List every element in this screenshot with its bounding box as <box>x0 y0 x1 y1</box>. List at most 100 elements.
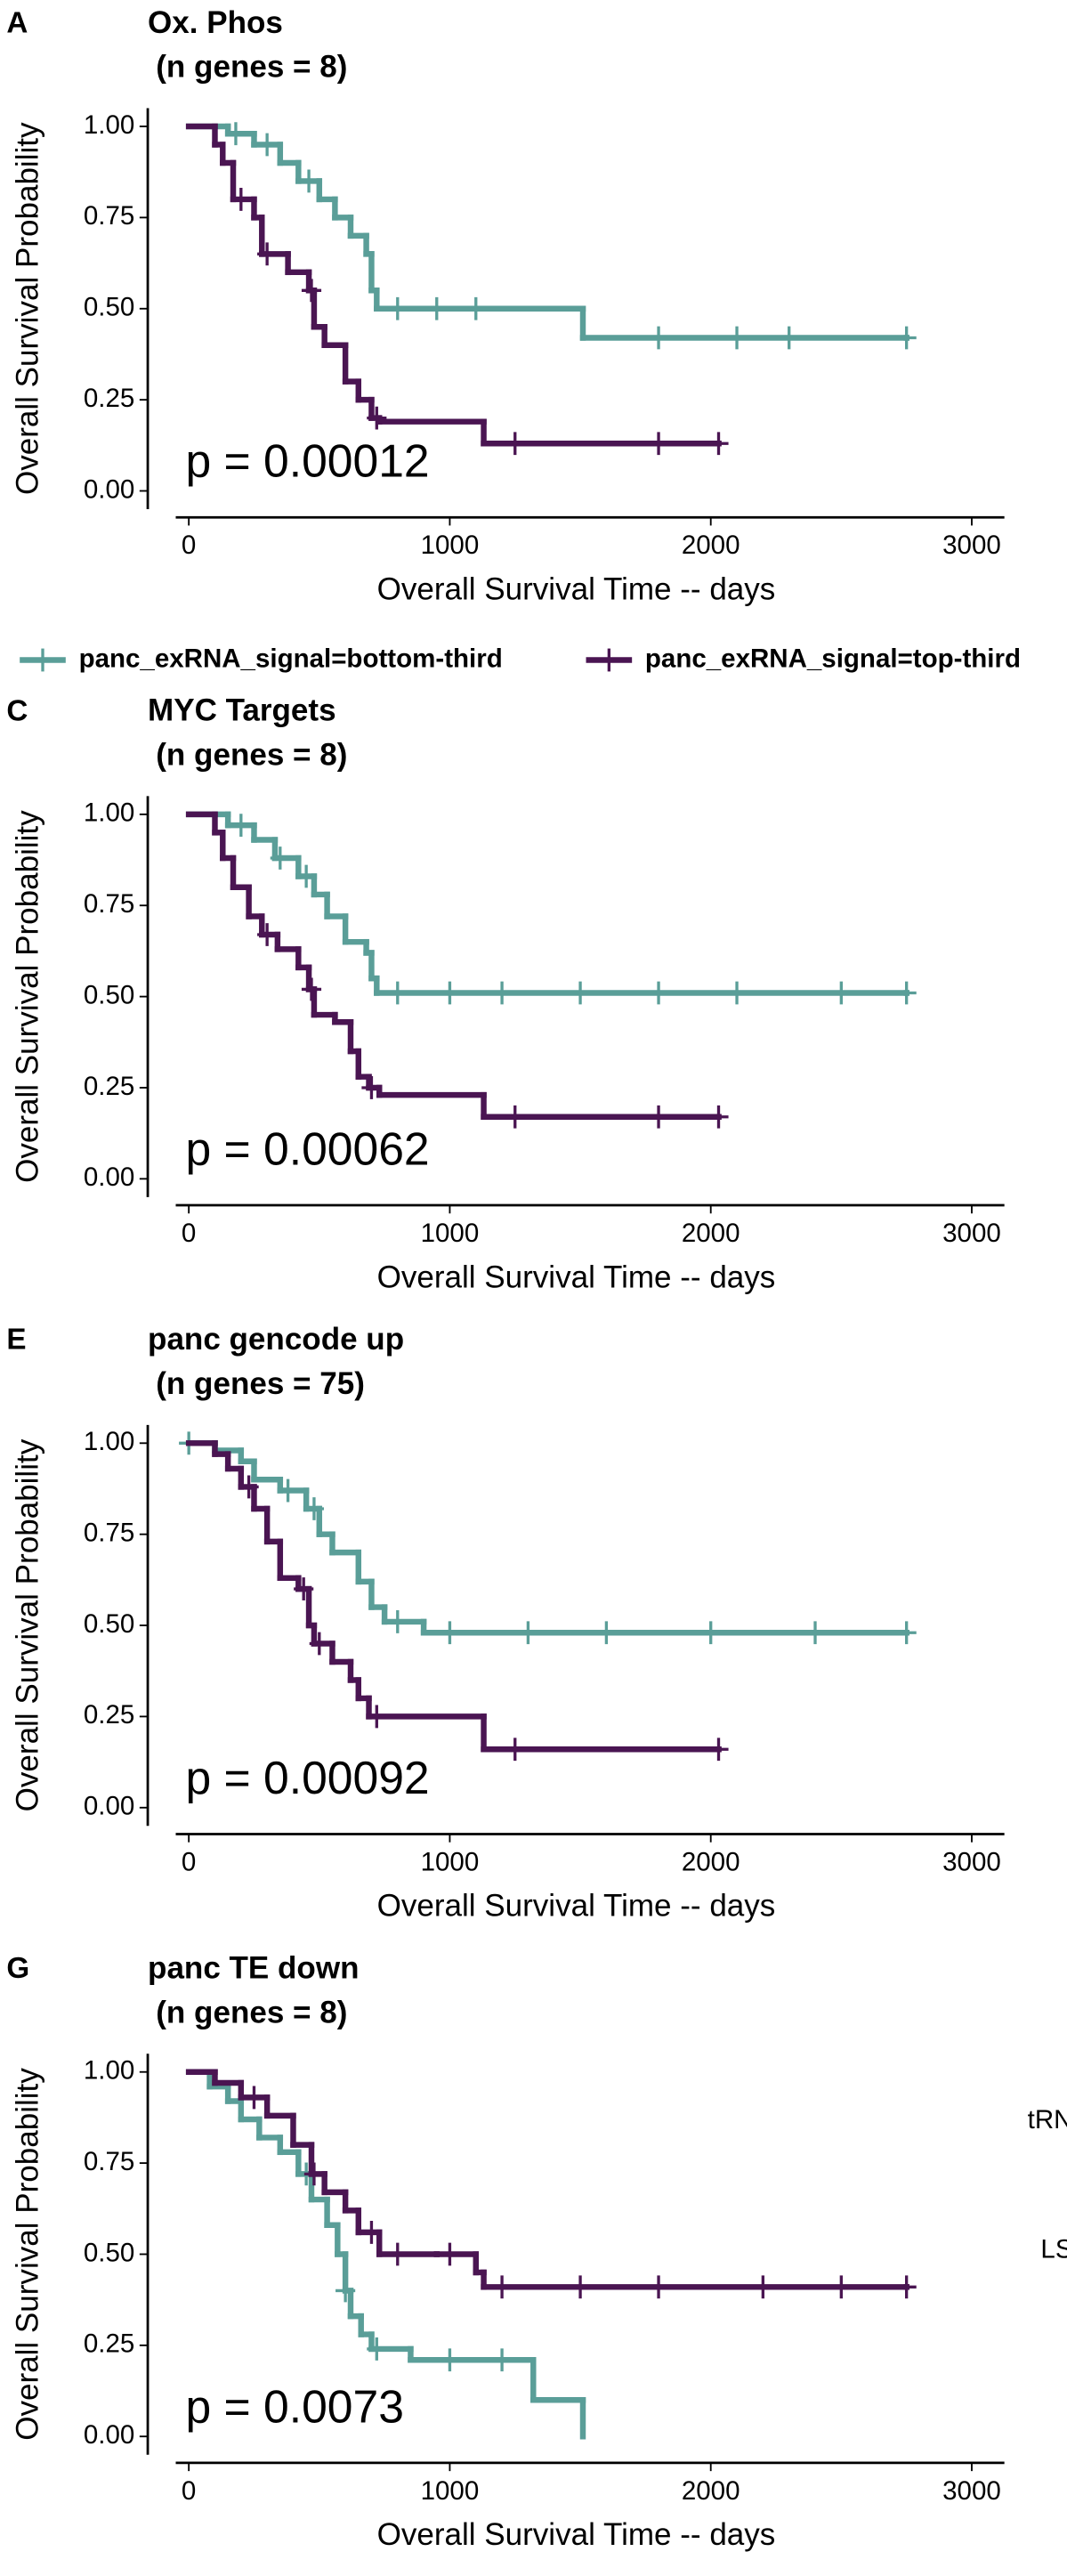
y-tick-label: 0.50 <box>84 1609 134 1639</box>
censor-mark <box>896 1621 917 1645</box>
censor-mark <box>230 814 251 838</box>
cropped-text: tRN <box>1028 2105 1067 2135</box>
censor-mark <box>708 432 729 456</box>
censor-mark <box>440 1621 460 1645</box>
censor-mark <box>440 2242 460 2266</box>
x-axis-label: Overall Survival Time -- days <box>377 571 776 606</box>
censor-mark <box>230 188 251 211</box>
x-tick-label: 3000 <box>942 531 1001 560</box>
censor-mark <box>367 1705 387 1729</box>
censor-mark <box>270 847 290 870</box>
y-tick-label: 1.00 <box>84 2056 134 2086</box>
censor-mark <box>708 1738 729 1762</box>
censor-mark <box>238 1475 259 1499</box>
censor-mark <box>831 981 852 1005</box>
p-value: p = 0.00062 <box>185 1122 429 1174</box>
censor-mark <box>367 406 387 430</box>
censor-mark <box>294 1577 314 1601</box>
y-tick-label: 0.00 <box>84 474 134 504</box>
censor-mark <box>367 2337 387 2361</box>
chart-subtitle: (n genes = 8) <box>156 50 347 85</box>
x-axis-label: Overall Survival Time -- days <box>377 1889 776 1924</box>
x-axis-label: Overall Survival Time -- days <box>377 1260 776 1294</box>
chart-subtitle: (n genes = 8) <box>156 738 347 773</box>
censor-mark <box>301 977 322 1001</box>
y-tick-label: 0.00 <box>84 1792 134 1821</box>
chart-title: MYC Targets <box>148 693 336 728</box>
x-tick-label: 1000 <box>421 1847 480 1876</box>
censor-mark <box>298 169 319 193</box>
legend-label: panc_exRNA_signal=top-third <box>645 644 1021 673</box>
y-tick-label: 0.75 <box>84 889 134 919</box>
censor-mark <box>896 981 917 1005</box>
censor-mark <box>726 326 748 350</box>
censor-mark <box>505 1738 525 1762</box>
x-tick-label: 3000 <box>942 2476 1001 2506</box>
chart-title: Ox. Phos <box>148 5 283 40</box>
y-tick-label: 0.25 <box>84 1072 134 1101</box>
chart-subtitle: (n genes = 75) <box>156 1366 365 1401</box>
y-tick-label: 0.25 <box>84 2329 134 2359</box>
y-tick-label: 0.25 <box>84 1700 134 1729</box>
y-axis-label: Overall Survival Probability <box>10 810 44 1183</box>
x-tick-label: 1000 <box>421 531 480 560</box>
panel-label: E <box>6 1324 26 1357</box>
censor-mark <box>492 2348 513 2372</box>
censor-mark <box>648 1105 669 1129</box>
x-axis-label: Overall Survival Time -- days <box>377 2517 776 2552</box>
y-tick-label: 0.75 <box>84 2147 134 2176</box>
y-axis-label: Overall Survival Probability <box>10 2068 44 2441</box>
y-tick-label: 0.25 <box>84 384 134 413</box>
censor-mark <box>492 2275 513 2299</box>
censor-mark <box>896 2275 917 2299</box>
censor-mark <box>309 1632 329 1656</box>
p-value: p = 0.00012 <box>185 435 429 487</box>
censor-mark <box>570 2275 591 2299</box>
censor-mark <box>296 864 317 888</box>
y-tick-label: 0.00 <box>84 2420 134 2450</box>
x-tick-label: 3000 <box>942 1847 1001 1876</box>
censor-mark <box>505 1105 525 1129</box>
censor-mark <box>700 1621 721 1645</box>
censor-mark <box>440 981 460 1005</box>
y-axis-label: Overall Survival Probability <box>10 122 44 495</box>
chart-subtitle: (n genes = 8) <box>156 1995 347 2029</box>
x-tick-label: 1000 <box>421 2476 480 2506</box>
censor-mark <box>804 1621 826 1645</box>
censor-mark <box>387 981 408 1005</box>
censor-mark <box>831 2275 852 2299</box>
p-value: p = 0.00092 <box>185 1752 429 1803</box>
x-tick-label: 2000 <box>682 1219 740 1248</box>
censor-mark <box>726 981 748 1005</box>
panel-label: C <box>6 694 28 727</box>
censor-mark <box>257 923 278 946</box>
y-tick-label: 1.00 <box>84 110 134 140</box>
censor-mark <box>505 432 525 456</box>
y-tick-label: 1.00 <box>84 1427 134 1456</box>
y-axis-label: Overall Survival Probability <box>10 1438 44 1811</box>
y-tick-label: 0.50 <box>84 293 134 322</box>
censor-mark <box>708 1105 729 1129</box>
censor-mark <box>596 1621 617 1645</box>
y-tick-label: 0.00 <box>84 1162 134 1192</box>
censor-mark <box>335 2279 356 2303</box>
chart-title: panc TE down <box>148 1951 359 1986</box>
censor-mark <box>361 1076 382 1099</box>
censor-mark <box>225 122 247 146</box>
censor-mark <box>896 326 917 350</box>
y-tick-label: 0.75 <box>84 1518 134 1547</box>
y-tick-label: 1.00 <box>84 798 134 828</box>
censor-mark <box>361 2221 382 2244</box>
censor-mark <box>648 432 669 456</box>
x-tick-label: 2000 <box>682 2476 740 2506</box>
censor-mark <box>648 981 669 1005</box>
censor-mark <box>426 296 447 320</box>
censor-mark <box>303 1497 324 1520</box>
chart-title: panc gencode up <box>148 1322 404 1357</box>
x-tick-label: 2000 <box>682 531 740 560</box>
cropped-text: LS <box>1040 2235 1067 2264</box>
legend-label: panc_exRNA_signal=bottom-third <box>79 644 503 673</box>
censor-mark <box>518 1621 538 1645</box>
